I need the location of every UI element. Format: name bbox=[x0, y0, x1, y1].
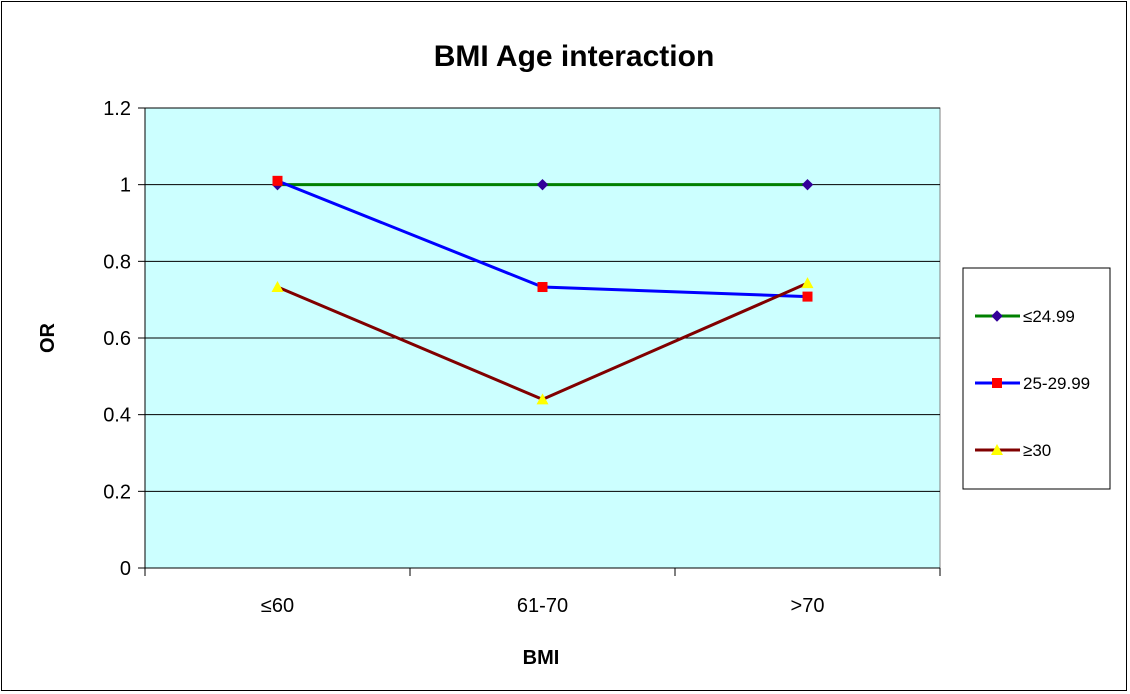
series-3 bbox=[271, 277, 814, 405]
y-tick-label: 0.4 bbox=[103, 405, 131, 427]
legend-label: ≥30 bbox=[1023, 441, 1051, 460]
data-point bbox=[536, 178, 549, 191]
y-tick-label: 1 bbox=[120, 175, 131, 197]
data-point bbox=[801, 178, 814, 191]
legend-swatch-marker bbox=[992, 378, 1002, 388]
x-tick-label: 61-70 bbox=[517, 595, 568, 617]
legend-box bbox=[962, 267, 1111, 490]
legend-swatch-marker bbox=[991, 310, 1003, 322]
data-point bbox=[537, 282, 548, 293]
series-group bbox=[271, 175, 814, 405]
legend-label: ≤24.99 bbox=[1023, 307, 1075, 326]
x-tick-labels: ≤60 61-70 >70 bbox=[261, 595, 825, 617]
legend-item: ≥30 bbox=[975, 441, 1051, 460]
data-point bbox=[801, 277, 814, 289]
legend: ≤24.99 25-29.99 ≥30 bbox=[975, 307, 1090, 460]
data-point bbox=[272, 175, 283, 186]
y-tick-label: 0.8 bbox=[103, 251, 131, 273]
y-tick-label: 1.2 bbox=[103, 98, 131, 120]
legend-item: 25-29.99 bbox=[975, 374, 1090, 393]
x-axis-title: BMI bbox=[523, 647, 560, 669]
legend-item: ≤24.99 bbox=[975, 307, 1075, 326]
data-point bbox=[271, 281, 284, 293]
x-tick-label: >70 bbox=[791, 595, 825, 617]
y-tick-label: 0 bbox=[120, 558, 131, 580]
y-tick-label: 0.2 bbox=[103, 481, 131, 503]
y-tick-label: 0.6 bbox=[103, 328, 131, 350]
legend-label: 25-29.99 bbox=[1023, 374, 1090, 393]
legend-swatch-marker bbox=[991, 444, 1003, 455]
y-tick-labels: 0 0.2 0.4 0.6 0.8 1 1.2 bbox=[103, 98, 131, 580]
y-axis-title: OR bbox=[37, 322, 59, 353]
data-point bbox=[802, 291, 813, 302]
chart-title: BMI Age interaction bbox=[434, 40, 715, 73]
series-2 bbox=[272, 175, 813, 302]
x-tick-label: ≤60 bbox=[261, 595, 294, 617]
axes bbox=[138, 107, 941, 576]
data-point bbox=[536, 393, 549, 405]
